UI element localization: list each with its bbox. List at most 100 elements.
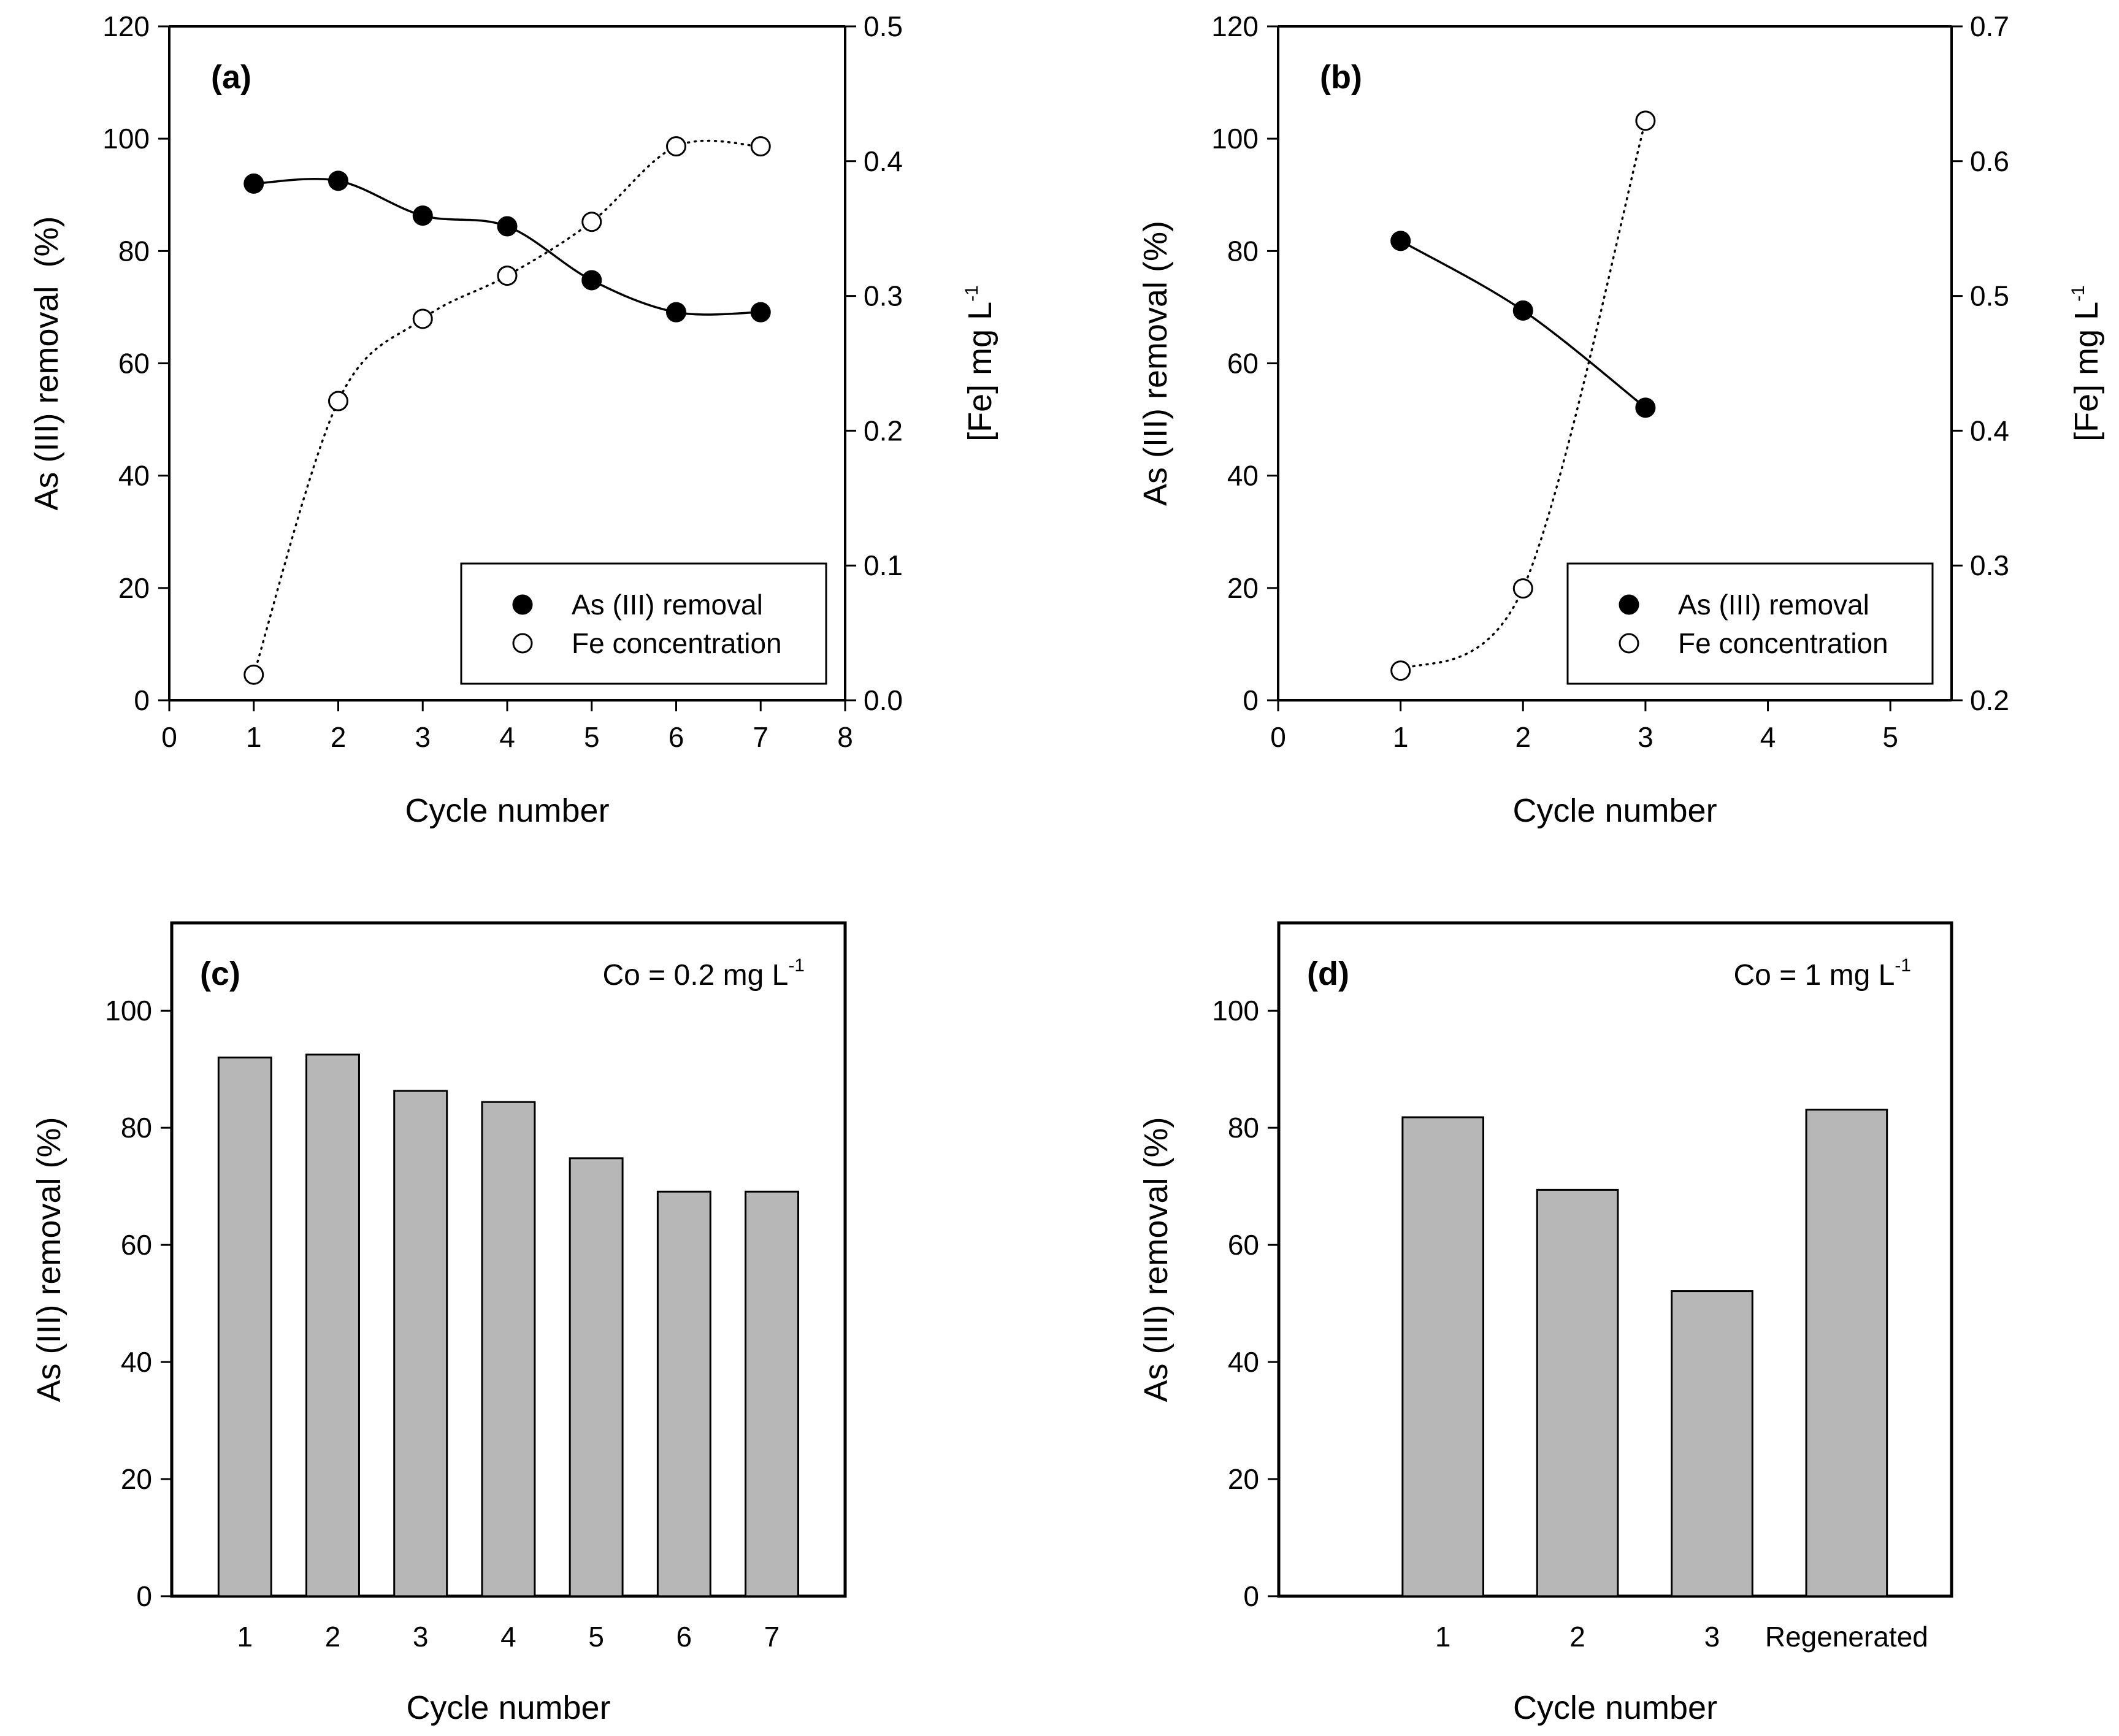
y-axis-label: As (III) removal (%): [1138, 1117, 1174, 1402]
left-tick-label: 100: [1211, 123, 1259, 155]
x-tick-label: 7: [753, 721, 768, 753]
right-tick-label: 0.1: [864, 549, 903, 581]
left-tick-label: 40: [118, 460, 150, 492]
bar: [1401, 1116, 1484, 1597]
concentration-annotation-superscript: -1: [1895, 955, 1911, 976]
left-tick-label: 40: [1227, 460, 1259, 492]
legend-label: As (III) removal: [572, 589, 763, 621]
left-tick-label: 0: [1243, 1580, 1259, 1612]
right-tick-label: 0.2: [864, 415, 903, 446]
x-tick-label: 2: [1569, 1621, 1585, 1653]
as-removal-point: [328, 170, 348, 191]
y2-axis-label: [Fe] mg L-1: [962, 285, 998, 442]
right-tick-label: 0.0: [864, 684, 903, 716]
as-removal-point: [666, 302, 686, 323]
x-tick-label: 4: [500, 1621, 516, 1653]
bar: [1536, 1188, 1619, 1597]
legend-label: As (III) removal: [1678, 589, 1869, 621]
legend-box: [1566, 562, 1934, 685]
right-tick-label: 0.3: [864, 280, 903, 312]
y2-axis-label: [Fe] mg L-1: [2068, 285, 2105, 442]
left-tick-label: 60: [1228, 1229, 1259, 1261]
y2-axis-label-main: [Fe] mg L: [2068, 302, 2105, 442]
left-tick-label: 40: [1228, 1346, 1259, 1378]
right-tick-label: 0.6: [1970, 145, 2009, 177]
right-tick-label: 0.2: [1970, 684, 2009, 716]
y-axis-label: As (III) removal (%): [28, 216, 65, 510]
left-tick-label: 60: [1227, 348, 1259, 380]
left-tick-label: 100: [102, 123, 150, 155]
left-tick-label: 100: [1212, 995, 1259, 1027]
left-tick-label: 120: [1211, 10, 1259, 42]
concentration-annotation: Co = 0.2 mg L-1: [602, 955, 805, 992]
as-removal-point: [1635, 397, 1656, 418]
concentration-annotation: Co = 1 mg L-1: [1734, 955, 1912, 992]
left-tick-label: 60: [121, 1229, 152, 1261]
concentration-annotation-main: Co = 1 mg L: [1734, 959, 1895, 992]
legend-label: Fe concentration: [572, 627, 782, 659]
x-tick-label: 0: [161, 721, 177, 753]
legend-marker: [1619, 594, 1639, 615]
left-tick-label: 0: [1243, 684, 1259, 716]
bar: [745, 1190, 800, 1597]
fe-concentration-point: [328, 391, 348, 411]
left-tick-label: 40: [121, 1346, 152, 1378]
fe-concentration-point: [750, 136, 771, 157]
as-removal-point: [1390, 231, 1411, 251]
left-tick-label: 0: [136, 1580, 152, 1612]
left-tick-label: 20: [1227, 572, 1259, 604]
bar: [656, 1190, 711, 1597]
y-axis-label: As (III) removal (%): [31, 1117, 67, 1402]
left-tick-label: 0: [134, 684, 150, 716]
left-tick-label: 80: [1228, 1112, 1259, 1144]
x-tick-label: 2: [1515, 721, 1531, 753]
left-tick-label: 80: [1227, 235, 1259, 267]
panel-label: (b): [1320, 59, 1362, 96]
legend-marker: [512, 633, 533, 654]
legend-marker: [512, 594, 533, 615]
fe-concentration-point: [581, 212, 602, 232]
fe-concentration-point: [1512, 578, 1533, 599]
x-tick-label: 5: [584, 721, 600, 753]
right-tick-label: 0.5: [1970, 280, 2009, 312]
concentration-annotation-superscript: -1: [788, 955, 805, 976]
x-tick-label: 4: [499, 721, 515, 753]
x-tick-label: 3: [1704, 1621, 1720, 1653]
x-tick-label: 6: [676, 1621, 692, 1653]
x-tick-label: 0: [1270, 721, 1286, 753]
as-removal-line: [1400, 240, 1646, 409]
left-tick-label: 20: [1228, 1463, 1259, 1495]
legend-box: [460, 562, 827, 685]
fe-concentration-point: [412, 308, 433, 329]
x-tick-label: 5: [588, 1621, 604, 1653]
as-removal-point: [581, 270, 602, 291]
bar: [217, 1057, 272, 1597]
y2-axis-label-main: [Fe] mg L: [962, 302, 998, 442]
left-tick-label: 80: [118, 235, 150, 267]
panel-b: 0 20 40 60 80 100 120 0.2 0.3 0.4 0.5 0.6 0.7 0 1 2 3 4 5 C…: [1137, 10, 2105, 829]
panel-c: 0 20 40 60 80 100 1 2 3 4 5 6 7 Cycle number As (III) …: [31, 921, 847, 1726]
concentration-annotation-main: Co = 0.2 mg L: [602, 959, 788, 992]
left-tick-label: 20: [121, 1463, 152, 1495]
left-tick-label: 20: [118, 572, 150, 604]
as-removal-point: [1512, 300, 1533, 321]
x-tick-label: 1: [1435, 1621, 1451, 1653]
y-axis-label: As (III) removal (%): [1137, 221, 1174, 506]
bar: [393, 1090, 448, 1597]
fe-concentration-point: [243, 664, 264, 685]
bar: [481, 1101, 536, 1597]
x-tick-label: 1: [1393, 721, 1409, 753]
legend-label: Fe concentration: [1678, 627, 1888, 659]
x-tick-label: 3: [413, 1621, 429, 1653]
fe-concentration-point: [1390, 660, 1411, 681]
fe-concentration-point: [666, 136, 686, 157]
left-tick-label: 100: [105, 995, 152, 1027]
bar: [1671, 1290, 1753, 1597]
y2-axis-label-superscript: -1: [962, 285, 982, 302]
right-tick-label: 0.5: [864, 10, 903, 42]
right-tick-label: 0.7: [1970, 10, 2009, 42]
x-tick-label: 5: [1882, 721, 1898, 753]
fe-concentration-point: [1635, 110, 1656, 131]
bar: [569, 1157, 624, 1597]
